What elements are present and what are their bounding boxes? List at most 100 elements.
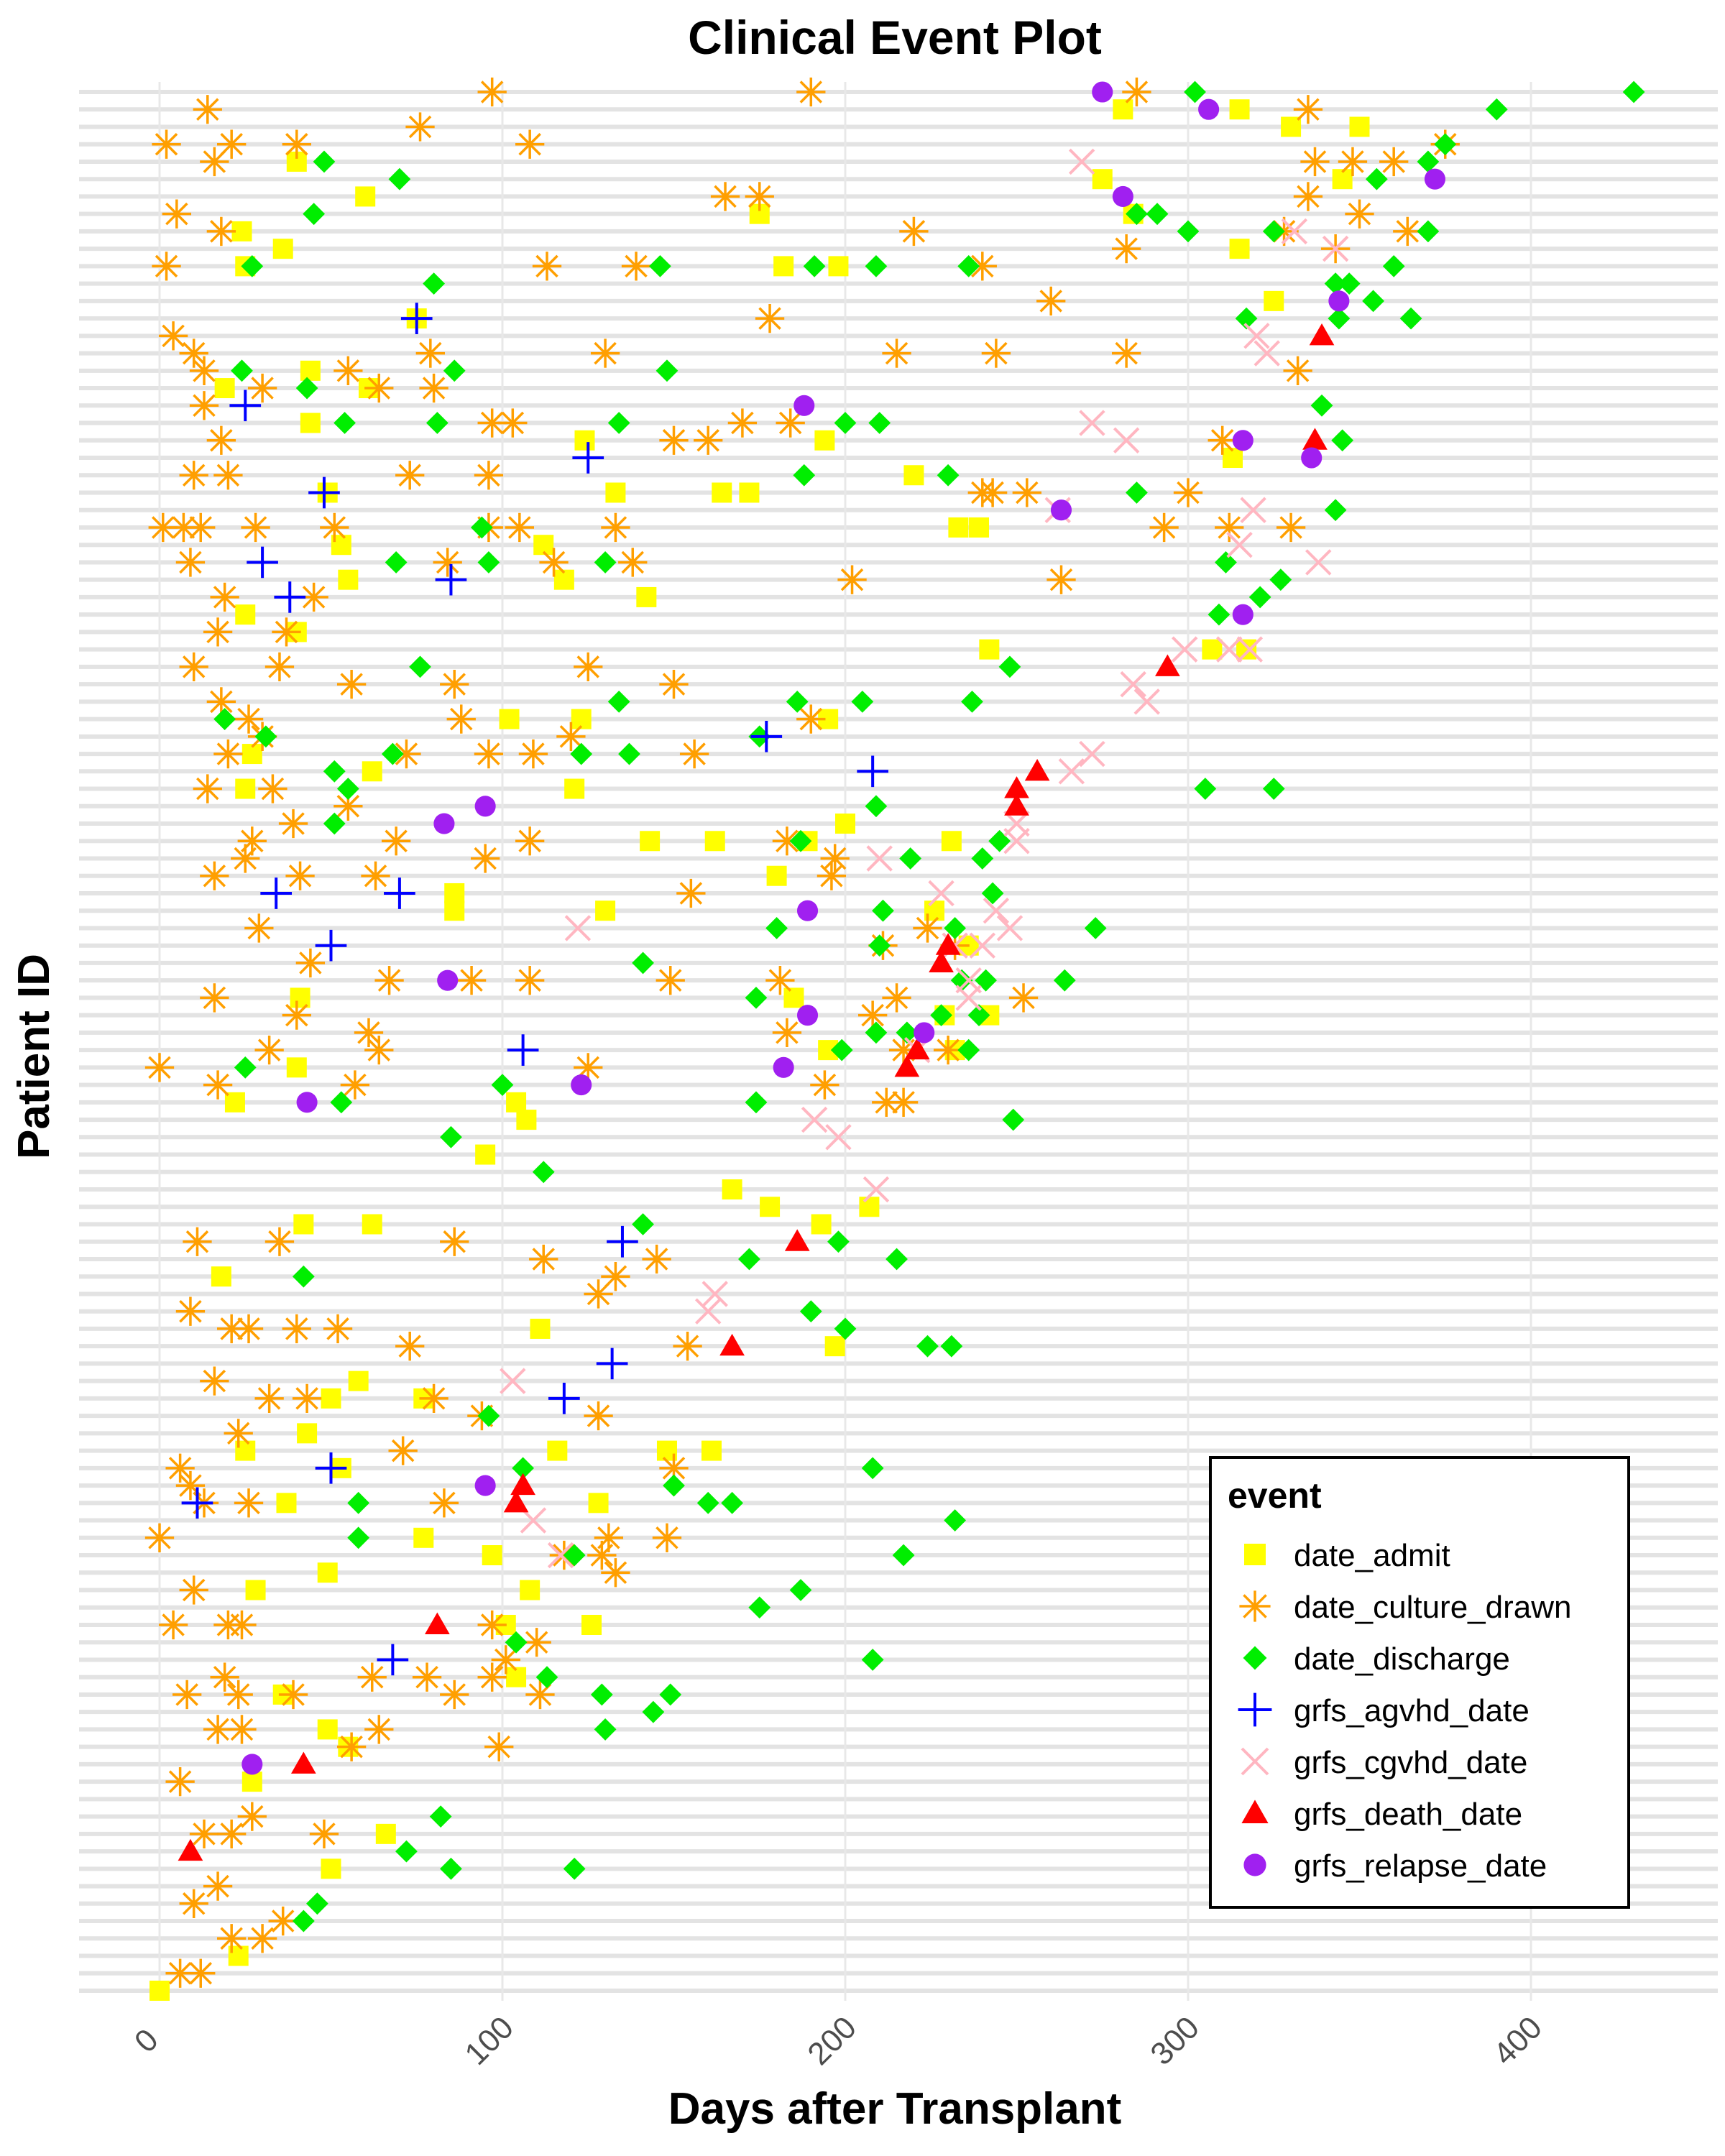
point-date_admit — [317, 1562, 338, 1583]
point-grfs_cgvhd_date — [955, 967, 982, 994]
point-date_discharge — [896, 1021, 919, 1044]
point-grfs_death_date — [290, 1751, 316, 1774]
point-grfs_cgvhd_date — [983, 897, 1010, 924]
point-date_discharge — [899, 847, 922, 870]
point-date_discharge — [1262, 220, 1285, 243]
point-grfs_cgvhd_date — [1281, 218, 1308, 245]
point-date_culture_drawn — [282, 1000, 311, 1030]
point-date_discharge — [981, 882, 1004, 905]
point-date_discharge — [395, 1840, 418, 1863]
point-date_discharge — [470, 516, 493, 539]
point-date_culture_drawn — [299, 582, 328, 612]
point-date_discharge — [409, 655, 431, 678]
point-grfs_cgvhd_date — [1216, 636, 1243, 663]
point-grfs_agvhd_date — [750, 720, 783, 752]
point-date_admit — [969, 517, 990, 538]
point-grfs_agvhd_date — [507, 1034, 539, 1066]
point-date_culture_drawn — [213, 461, 243, 490]
point-date_discharge — [1310, 394, 1333, 417]
point-date_culture_drawn — [175, 548, 206, 577]
point-date_admit — [300, 413, 321, 433]
point-date_discharge — [618, 742, 640, 765]
point-date_culture_drawn — [1111, 338, 1141, 368]
point-date_admit — [482, 1545, 502, 1566]
point-date_culture_drawn — [1149, 512, 1179, 543]
point-date_admit — [520, 1580, 540, 1600]
point-date_admit — [553, 569, 574, 590]
point-date_culture_drawn — [395, 461, 425, 490]
point-date_admit — [375, 1823, 396, 1844]
point-grfs_death_date — [1024, 758, 1050, 781]
point-grfs_death_date — [510, 1473, 535, 1496]
point-date_discharge — [1324, 272, 1347, 295]
point-date_culture_drawn — [899, 216, 929, 247]
point-date_culture_drawn — [264, 1227, 295, 1256]
point-date_discharge — [738, 1248, 760, 1271]
point-date_discharge — [834, 1317, 857, 1340]
series-grfs_death_date — [178, 323, 1335, 1861]
point-date_admit — [766, 865, 787, 886]
point-date_culture_drawn — [144, 1053, 175, 1082]
point-date_discharge — [423, 272, 445, 295]
point-date_discharge — [594, 551, 617, 573]
point-date_discharge — [1362, 290, 1384, 313]
point-grfs_death_date — [178, 1838, 203, 1861]
point-date_admit — [1281, 116, 1302, 137]
point-date_admit — [235, 604, 256, 625]
point-date_discharge — [789, 1579, 812, 1601]
point-grfs_cgvhd_date — [969, 932, 996, 959]
point-grfs_relapse_date — [437, 969, 459, 991]
point-date_admit — [355, 186, 376, 207]
point-date_discharge — [789, 829, 812, 852]
point-date_culture_drawn — [186, 1958, 216, 1988]
point-date_culture_drawn — [1036, 286, 1066, 316]
point-date_discharge — [477, 1404, 500, 1427]
point-grfs_relapse_date — [433, 813, 455, 834]
point-date_culture_drawn — [820, 844, 850, 873]
point-grfs_cgvhd_date — [694, 1298, 722, 1325]
point-date_culture_drawn — [796, 77, 826, 107]
point-date_discharge — [1382, 254, 1405, 277]
point-date_discharge — [231, 359, 253, 382]
point-date_culture_drawn — [1215, 512, 1244, 543]
point-date_culture_drawn — [144, 1523, 175, 1552]
point-date_culture_drawn — [247, 1924, 277, 1953]
legend-items: date_admit date_culture_drawn date_dischar… — [1238, 1538, 1571, 1884]
point-date_discharge — [930, 1004, 952, 1027]
point-grfs_relapse_date — [914, 1022, 935, 1044]
point-date_admit — [506, 1092, 527, 1112]
point-date_culture_drawn — [556, 722, 586, 751]
point-grfs_cgvhd_date — [1172, 636, 1198, 663]
point-date_admit — [224, 1092, 245, 1112]
point-date_culture_drawn — [193, 774, 222, 803]
point-date_admit — [444, 900, 465, 921]
point-date_culture_drawn — [179, 652, 208, 682]
point-date_discharge — [1084, 917, 1107, 939]
point-date_discharge — [865, 795, 888, 818]
point-date_discharge — [440, 1857, 462, 1880]
point-date_culture_drawn — [872, 1087, 901, 1117]
point-grfs_relapse_date — [796, 900, 819, 921]
point-date_culture_drawn — [1293, 95, 1323, 124]
point-date_discharge — [336, 778, 359, 800]
point-date_admit — [739, 482, 760, 503]
point-date_culture_drawn — [165, 1453, 195, 1483]
point-grfs_cgvhd_date — [1305, 549, 1332, 576]
point-date_culture_drawn — [210, 1662, 239, 1692]
point-grfs_cgvhd_date — [702, 1281, 728, 1307]
point-date_culture_drawn — [309, 1819, 339, 1849]
point-date_culture_drawn — [656, 966, 685, 995]
point-date_discharge — [532, 1161, 555, 1184]
point-date_culture_drawn — [1393, 216, 1422, 247]
point-date_culture_drawn — [755, 303, 785, 333]
point-date_discharge — [505, 1631, 528, 1654]
point-grfs_cgvhd_date — [1079, 740, 1105, 768]
point-date_discharge — [241, 254, 264, 277]
legend-key-grfs_cgvhd_date — [1241, 1747, 1269, 1776]
point-date_culture_drawn — [1300, 147, 1330, 177]
point-date_culture_drawn — [213, 739, 243, 769]
point-date_culture_drawn — [590, 338, 620, 368]
point-date_culture_drawn — [882, 338, 911, 368]
legend-title: event — [1228, 1475, 1322, 1516]
point-date_culture_drawn — [227, 1715, 257, 1744]
